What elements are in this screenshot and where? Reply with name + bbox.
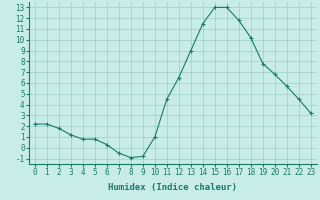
X-axis label: Humidex (Indice chaleur): Humidex (Indice chaleur) bbox=[108, 183, 237, 192]
